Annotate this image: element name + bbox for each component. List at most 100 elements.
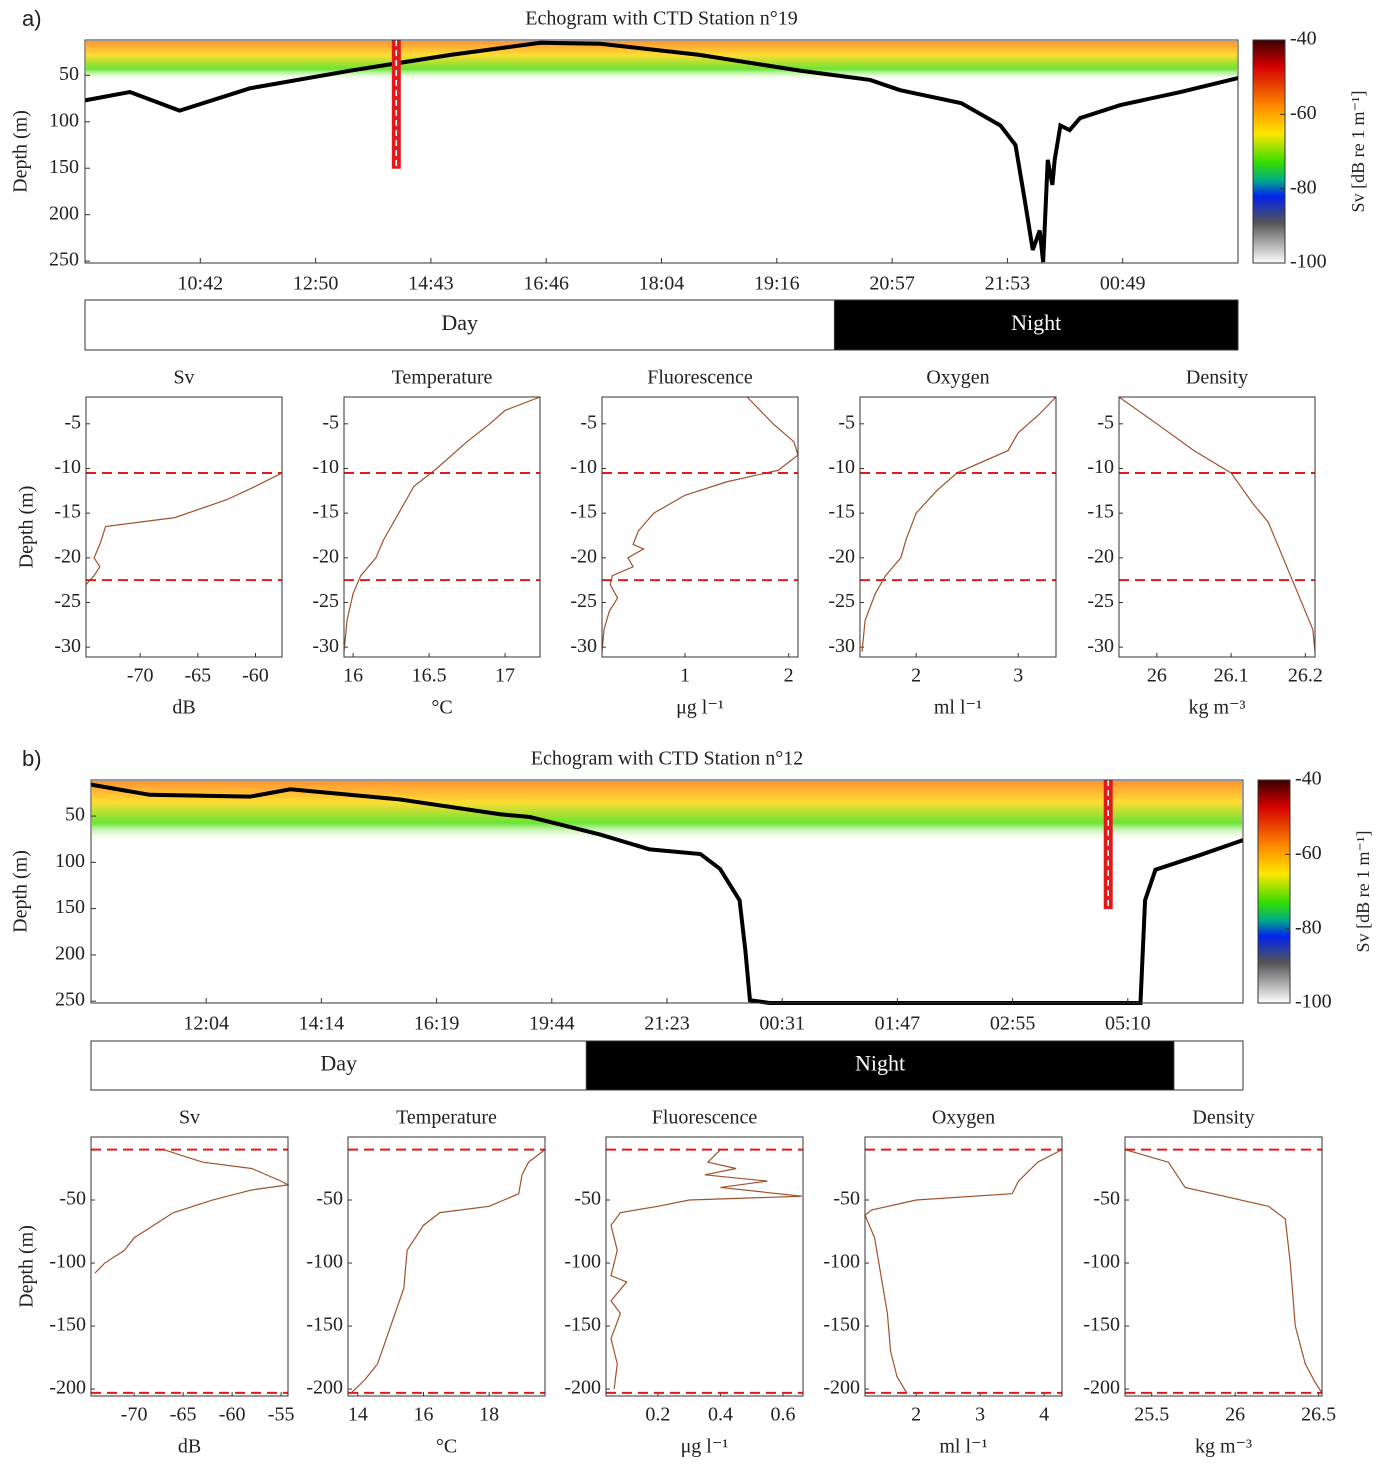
y-tick-label: -25 <box>570 590 597 612</box>
subplot-title: Fluorescence <box>647 367 753 389</box>
subplot-title: Temperature <box>396 1107 497 1129</box>
y-axis-label: Depth (m) <box>16 486 38 569</box>
y-tick-label: -50 <box>1093 1188 1120 1210</box>
x-axis-label: μg l⁻¹ <box>681 1436 729 1458</box>
x-tick-label: 02:55 <box>990 1013 1036 1035</box>
y-tick-label: -10 <box>570 456 597 478</box>
seabed-line <box>90 782 1244 1005</box>
x-tick-label: 16:46 <box>523 273 569 295</box>
subplot-title: Oxygen <box>926 367 989 389</box>
y-tick-label: 250 <box>49 249 79 271</box>
y-tick-label: -20 <box>570 545 597 567</box>
profile-line <box>601 396 799 652</box>
y-tick-label: -50 <box>316 1188 343 1210</box>
x-axis-label: ml l⁻¹ <box>934 697 982 719</box>
y-tick-label: -20 <box>828 545 855 567</box>
y-tick-label: 50 <box>59 63 79 85</box>
profile-line <box>1124 1149 1323 1394</box>
y-tick-label: -200 <box>306 1377 343 1399</box>
x-tick-label: 0.4 <box>708 1404 733 1426</box>
x-tick-label: 2 <box>784 665 794 687</box>
y-tick-label: -150 <box>49 1314 86 1336</box>
y-tick-label: -100 <box>306 1251 343 1273</box>
y-tick-label: -5 <box>322 411 339 433</box>
x-tick-label: 3 <box>975 1404 985 1426</box>
y-tick-label: -25 <box>1087 590 1114 612</box>
profile-line <box>864 1149 1063 1394</box>
subplot-frame <box>347 1136 546 1397</box>
x-tick-label: 00:49 <box>1100 273 1146 295</box>
y-tick-label: 150 <box>55 896 85 918</box>
subplot-frame <box>864 1136 1063 1397</box>
y-axis-label: Depth (m) <box>10 110 32 193</box>
x-tick-label: 21:53 <box>985 273 1031 295</box>
y-tick-label: -100 <box>1083 1251 1120 1273</box>
subplot-title: Fluorescence <box>652 1107 758 1129</box>
profile-line <box>861 396 1057 652</box>
x-tick-label: 20:57 <box>869 273 915 295</box>
x-tick-label: -65 <box>170 1404 197 1426</box>
x-tick-label: 19:16 <box>754 273 800 295</box>
profile-line <box>94 1149 290 1274</box>
subplot-frame <box>601 396 799 658</box>
y-tick-label: -25 <box>54 590 81 612</box>
y-tick-label: -10 <box>312 456 339 478</box>
x-tick-label: 14 <box>348 1404 368 1426</box>
x-tick-label: 3 <box>1013 665 1023 687</box>
y-tick-label: -50 <box>833 1188 860 1210</box>
y-tick-label: -20 <box>1087 545 1114 567</box>
profile-line <box>85 472 283 586</box>
x-tick-label: 0.6 <box>770 1404 795 1426</box>
x-tick-label: 18:04 <box>639 273 685 295</box>
y-tick-label: -150 <box>823 1314 860 1336</box>
x-axis-label: dB <box>172 697 195 719</box>
chart-title: Echogram with CTD Station n°19 <box>525 8 797 30</box>
panel-label: a) <box>22 6 42 31</box>
x-tick-label: 26 <box>1225 1404 1245 1426</box>
y-tick-label: 100 <box>49 109 79 131</box>
x-tick-label: 16 <box>343 665 363 687</box>
x-axis-label: μg l⁻¹ <box>676 697 724 719</box>
y-tick-label: -30 <box>570 635 597 657</box>
x-tick-label: 05:10 <box>1105 1013 1151 1035</box>
subplot-title: Sv <box>179 1107 200 1129</box>
y-tick-label: 100 <box>55 850 85 872</box>
x-axis-label: ml l⁻¹ <box>939 1436 987 1458</box>
x-tick-label: -60 <box>219 1404 246 1426</box>
x-tick-label: 4 <box>1039 1404 1049 1426</box>
x-tick-label: 19:44 <box>529 1013 575 1035</box>
x-axis-label: dB <box>178 1436 201 1458</box>
echo-backscatter <box>92 781 1242 841</box>
profile-line <box>343 396 541 652</box>
y-tick-label: -200 <box>49 1377 86 1399</box>
x-tick-label: -60 <box>242 665 269 687</box>
x-tick-label: 12:04 <box>183 1013 229 1035</box>
y-axis-label: Depth (m) <box>16 1225 38 1308</box>
x-tick-label: 25.5 <box>1134 1404 1169 1426</box>
colorbar-label: Sv [dB re 1 m⁻¹] <box>1348 91 1368 213</box>
y-tick-label: 150 <box>49 156 79 178</box>
period-label: Night <box>1011 310 1061 335</box>
x-tick-label: 0.2 <box>645 1404 670 1426</box>
x-tick-label: 00:31 <box>759 1013 805 1035</box>
y-tick-label: -100 <box>564 1251 601 1273</box>
y-tick-label: -30 <box>54 635 81 657</box>
y-tick-label: 50 <box>65 804 85 826</box>
x-tick-label: -55 <box>268 1404 295 1426</box>
subplot-frame <box>859 396 1057 658</box>
subplot-title: Temperature <box>392 367 493 389</box>
y-tick-label: -5 <box>580 411 597 433</box>
y-tick-label: 200 <box>49 202 79 224</box>
subplot-frame <box>85 396 283 658</box>
subplot-title: Density <box>1192 1107 1254 1129</box>
x-axis-label: °C <box>431 697 452 719</box>
y-tick-label: -150 <box>1083 1314 1120 1336</box>
x-tick-label: 2 <box>911 1404 921 1426</box>
echo-backscatter <box>86 41 1237 81</box>
period-label: Night <box>855 1051 905 1076</box>
x-tick-label: 14:43 <box>408 273 454 295</box>
y-tick-label: -25 <box>828 590 855 612</box>
y-tick-label: -15 <box>54 501 81 523</box>
x-tick-label: -70 <box>121 1404 148 1426</box>
